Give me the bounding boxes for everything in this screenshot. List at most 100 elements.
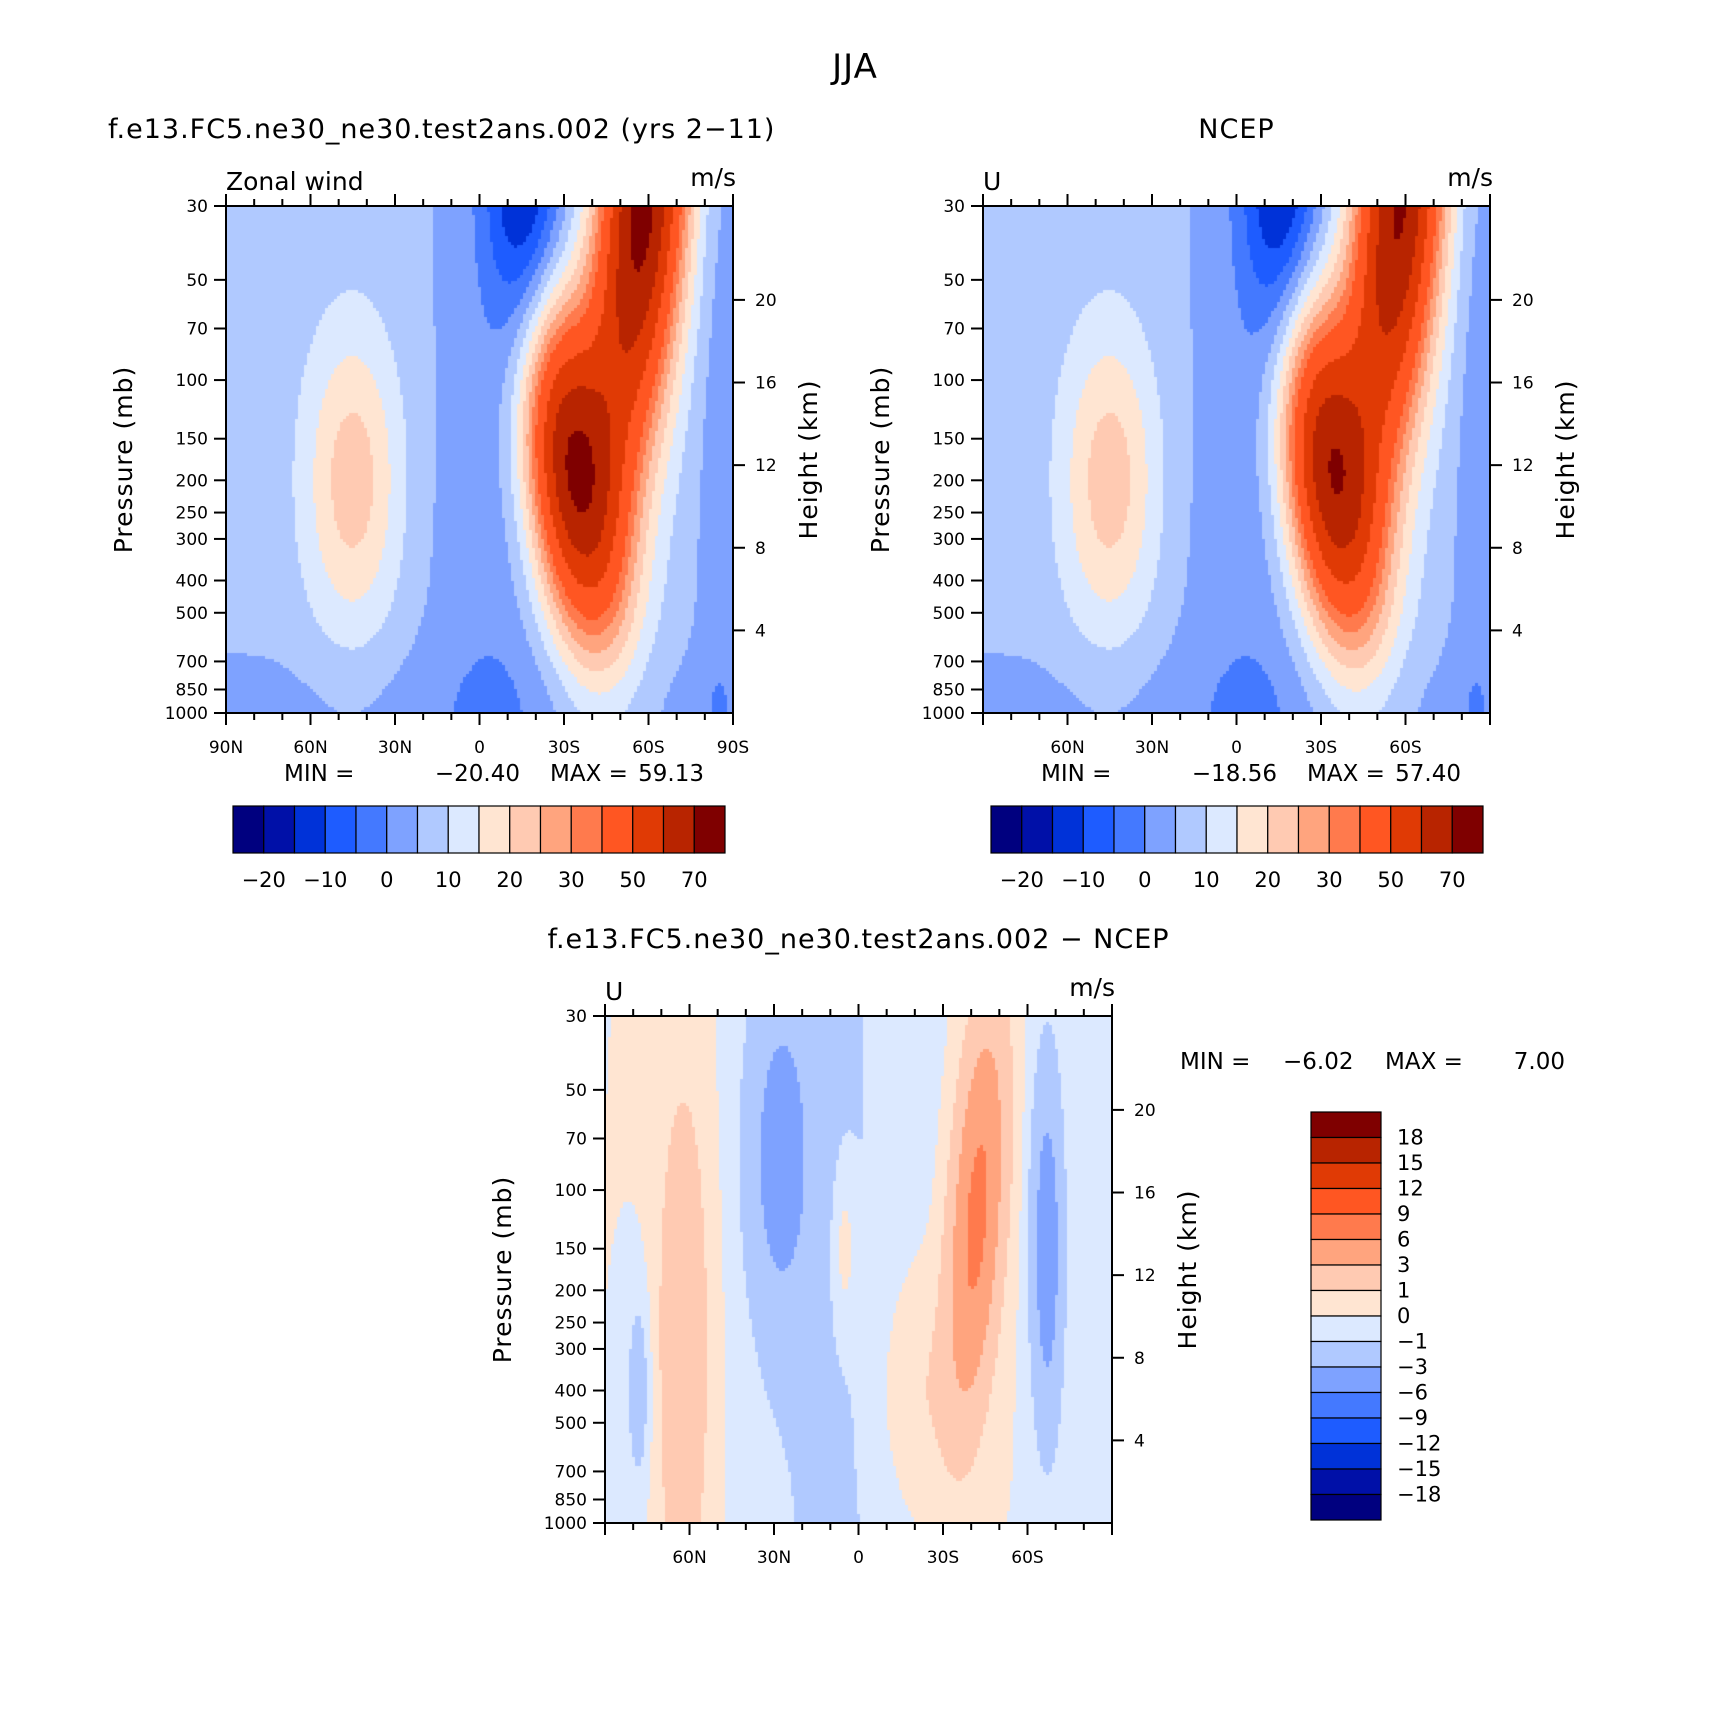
- panel-model: 90N 60N 30N 0 30S 60S 90S 30 50 70 100 150 200 250 300…: [108, 114, 823, 787]
- corner-label-left: U: [605, 977, 623, 1006]
- colorbar-label: 20: [496, 868, 523, 892]
- colorbar-box: [1297, 805, 1330, 854]
- corner-label-left: Zonal wind: [226, 167, 364, 196]
- colorbar-box: [1310, 1111, 1382, 1139]
- y-tick-label: 1000: [922, 704, 965, 724]
- y-axis-title: Pressure (mb): [109, 366, 138, 553]
- colorbar-label: 70: [681, 868, 708, 892]
- x-tick-label: 60N: [672, 1548, 706, 1568]
- colorbar-label: 15: [1397, 1151, 1424, 1175]
- panel-title: f.e13.FC5.ne30_ne30.test2ans.002 (yrs 2−…: [108, 114, 775, 145]
- y-tick-label: 100: [555, 1181, 587, 1201]
- y-tick-label: 850: [555, 1491, 587, 1511]
- colorbar-label: −18: [1397, 1483, 1441, 1507]
- x-tick-label: 60N: [1050, 738, 1084, 758]
- colorbar-label: −1: [1397, 1330, 1428, 1354]
- colorbar-box: [1310, 1417, 1382, 1445]
- colorbar-box: [1310, 1187, 1382, 1215]
- y-axis-title: Pressure (mb): [488, 1176, 517, 1363]
- colorbar-box: [416, 805, 449, 854]
- colorbar-box: [632, 805, 665, 854]
- colorbar-label: 12: [1397, 1177, 1424, 1201]
- colorbar-box: [1021, 805, 1054, 854]
- colorbar-box: [1310, 1315, 1382, 1343]
- colorbar-box: [1420, 805, 1453, 854]
- colorbar-box: [1328, 805, 1361, 854]
- colorbar-label: −20: [242, 868, 286, 892]
- x-tick-label: 90S: [717, 738, 749, 758]
- min-label: MIN =: [1041, 761, 1111, 787]
- y2-tick-label: 20: [755, 291, 777, 311]
- contour-fill: [226, 206, 733, 713]
- colorbar-box: [1310, 1391, 1382, 1419]
- y-tick-label: 100: [176, 371, 208, 391]
- colorbar-label: 50: [619, 868, 646, 892]
- y-tick-label: 250: [176, 504, 208, 524]
- colorbar-box: [1310, 1468, 1382, 1496]
- colorbar-label: 0: [380, 868, 393, 892]
- y2-tick-label: 4: [1512, 621, 1523, 641]
- y-tick-label: 300: [933, 530, 965, 550]
- max-label: MAX =: [550, 761, 628, 787]
- y-tick-label: 700: [176, 652, 208, 672]
- colorbar-label: 30: [1316, 868, 1343, 892]
- x-tick-label: 60N: [293, 738, 327, 758]
- colorbar-box: [1310, 1162, 1382, 1190]
- x-tick-label: 30S: [1305, 738, 1337, 758]
- units-label: m/s: [690, 163, 736, 192]
- y-tick-label: 1000: [165, 704, 208, 724]
- colorbar-box: [263, 805, 296, 854]
- colorbar-label: 18: [1397, 1126, 1424, 1150]
- x-tick-label: 60S: [1389, 738, 1421, 758]
- colorbar-box: [1359, 805, 1392, 854]
- colorbar-box: [693, 805, 726, 854]
- x-tick-label: 90N: [209, 738, 243, 758]
- x-tick-label: 0: [853, 1548, 864, 1568]
- y-tick-label: 150: [933, 430, 965, 450]
- colorbar-box: [662, 805, 695, 854]
- colorbar-model: −20 −10 0 10 20 30 50 70: [232, 805, 726, 892]
- y-tick-label: 700: [555, 1462, 587, 1482]
- y2-tick-label: 4: [755, 621, 766, 641]
- colorbar-box: [1082, 805, 1115, 854]
- colorbar-label: −12: [1397, 1432, 1441, 1456]
- min-value: −18.56: [1192, 761, 1277, 787]
- y-tick-label: 200: [555, 1281, 587, 1301]
- colorbar-box: [1310, 1493, 1382, 1521]
- x-tick-label: 30S: [548, 738, 580, 758]
- y2-tick-label: 20: [1512, 291, 1534, 311]
- colorbar-label: −20: [1000, 868, 1044, 892]
- colorbar-box: [1310, 1442, 1382, 1470]
- colorbar-box: [447, 805, 480, 854]
- max-value: 7.00: [1514, 1049, 1565, 1075]
- colorbar-box: [1310, 1264, 1382, 1292]
- colorbar-box: [1310, 1340, 1382, 1368]
- colorbar-box: [601, 805, 634, 854]
- colorbar-label: 0: [1138, 868, 1151, 892]
- y-tick-label: 50: [565, 1081, 587, 1101]
- y2-tick-label: 16: [755, 374, 777, 394]
- y-tick-label: 200: [933, 471, 965, 491]
- colorbar-box: [1310, 1238, 1382, 1266]
- y-tick-label: 70: [565, 1130, 587, 1150]
- y-tick-label: 700: [933, 652, 965, 672]
- y-tick-label: 100: [933, 371, 965, 391]
- colorbar-label: 10: [435, 868, 462, 892]
- colorbar-box: [1113, 805, 1146, 854]
- colorbar-box: [293, 805, 326, 854]
- colorbar-box: [1451, 805, 1484, 854]
- y2-axis-title: Height (km): [794, 380, 823, 540]
- colorbar-box: [355, 805, 388, 854]
- y-tick-label: 250: [933, 504, 965, 524]
- max-value: 59.13: [638, 761, 704, 787]
- colorbar-label: 9: [1397, 1202, 1410, 1226]
- contour-fill: [983, 206, 1490, 713]
- colorbar-box: [509, 805, 542, 854]
- x-tick-label: 60S: [1011, 1548, 1043, 1568]
- colorbar-label: 30: [558, 868, 585, 892]
- y2-tick-label: 8: [1512, 539, 1523, 559]
- units-label: m/s: [1447, 163, 1493, 192]
- colorbar-label: −9: [1397, 1406, 1428, 1430]
